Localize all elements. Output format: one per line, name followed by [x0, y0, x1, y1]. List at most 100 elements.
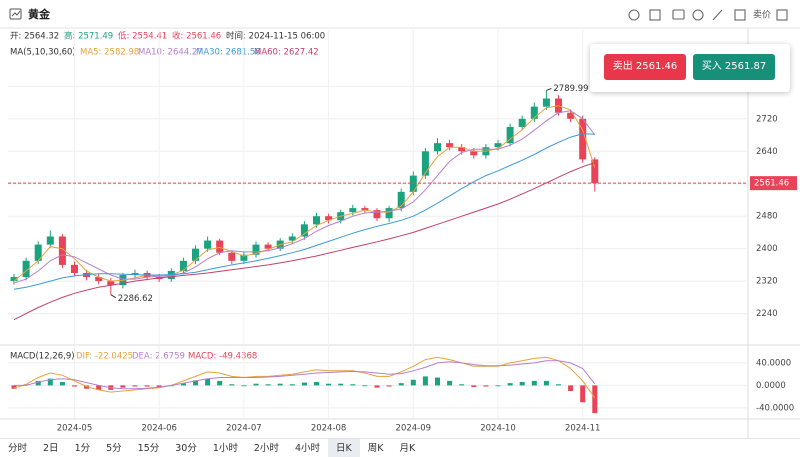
ma-legend: MA60: 2627.42: [254, 48, 319, 58]
candle-body: [385, 208, 393, 219]
candle: [542, 90, 550, 110]
period-tab[interactable]: 分时: [8, 443, 28, 454]
period-tab[interactable]: 15分: [137, 443, 160, 454]
ma-line: [13, 162, 595, 321]
period-tab[interactable]: 1小时: [212, 443, 238, 454]
candle-body: [349, 208, 357, 213]
macd-bar: [483, 385, 489, 387]
ma-title: MA(5,10,30,60): [10, 48, 76, 58]
candle: [71, 261, 78, 277]
macd-bar: [507, 383, 513, 386]
macd-legend: MACD: -49.4368: [188, 352, 257, 362]
candle-body: [95, 277, 103, 282]
chart-icon[interactable]: [9, 8, 22, 20]
macd-bar: [241, 385, 247, 387]
toolbar-icons: [628, 9, 788, 21]
ma-legend: MA5: 2582.98: [80, 48, 139, 58]
macd-bar: [350, 384, 356, 386]
refresh-icon[interactable]: [628, 9, 640, 21]
macd-bar: [229, 384, 235, 386]
high-annotation: 2789.99: [553, 84, 588, 94]
macd-bar: [459, 384, 465, 386]
macd-title: MACD(12,26,9): [10, 352, 75, 362]
price-toggle[interactable]: 卖价: [753, 10, 771, 21]
period-tab[interactable]: 日K: [327, 439, 360, 457]
candle-body: [325, 216, 333, 221]
candle-body: [506, 126, 514, 144]
candle-body: [300, 224, 308, 237]
macd-bar: [156, 385, 162, 388]
candle: [252, 241, 260, 258]
candle: [361, 205, 369, 213]
info-time: 时间: 2024-11-15 06:00: [226, 31, 325, 42]
fullscreen-icon[interactable]: [776, 9, 788, 21]
x-tick-label: 2024-07: [226, 424, 262, 434]
period-tab[interactable]: 2小时: [253, 443, 279, 454]
macd-bar: [471, 385, 477, 388]
candle-body: [216, 240, 224, 253]
macd-bar: [193, 380, 198, 386]
period-tab[interactable]: 5分: [106, 443, 122, 454]
candle: [446, 139, 454, 151]
macd-bar: [338, 383, 344, 386]
x-tick-label: 2024-09: [396, 424, 432, 434]
info-high: 高: 2571.49: [64, 31, 113, 42]
buy-button[interactable]: 买入 2561.87: [693, 54, 775, 80]
candle: [506, 123, 514, 147]
indicator-icon[interactable]: [672, 9, 685, 20]
macd-bar: [314, 382, 319, 386]
settings-icon[interactable]: [734, 9, 746, 21]
pie-icon[interactable]: [692, 9, 704, 21]
period-tab[interactable]: 1分: [74, 443, 91, 454]
candle: [192, 245, 199, 265]
macd-bar: [277, 383, 283, 386]
macd-bar: [144, 385, 150, 387]
sell-button[interactable]: 卖出 2561.46: [604, 54, 686, 80]
percent-icon[interactable]: [712, 9, 723, 21]
macd-bar: [556, 384, 561, 386]
toolbar: [0, 0, 800, 28]
macd-legend: DEA: 2.6759: [132, 352, 185, 362]
candle: [373, 208, 381, 222]
macd-bar: [132, 385, 138, 387]
candle: [385, 205, 393, 222]
macd-bar: [59, 382, 65, 386]
macd-bar: [23, 384, 29, 386]
period-tab[interactable]: 4小时: [294, 443, 320, 454]
ma-legend: MA30: 2681.58: [196, 48, 261, 58]
ma-line: [13, 133, 595, 290]
x-tick-label: 2024-10: [480, 424, 516, 434]
macd-bar: [205, 378, 211, 386]
period-tabs: 分时 2日 1分 5分 15分 30分 1小时 2小时 4小时 日K 周K 月K: [0, 438, 800, 457]
candle: [325, 213, 333, 224]
period-tab[interactable]: 2日: [43, 443, 59, 454]
candle-body: [397, 191, 405, 209]
candle-body: [240, 254, 248, 261]
candle-body: [421, 151, 429, 176]
candle-body: [579, 118, 587, 160]
candle: [58, 234, 66, 269]
y-tick-label: 2480: [756, 212, 778, 222]
macd-bar: [447, 380, 453, 386]
candle-body: [446, 143, 454, 148]
macd-bar: [543, 380, 549, 386]
draw-icon[interactable]: [649, 9, 661, 21]
candle-body: [373, 210, 381, 219]
macd-bar: [289, 384, 295, 386]
candle-body: [10, 277, 18, 282]
candle: [46, 230, 54, 248]
candle-body: [131, 273, 139, 276]
macd-bar: [47, 378, 53, 386]
candle-body: [179, 260, 187, 271]
candle: [567, 109, 575, 123]
period-tab[interactable]: 30分: [175, 443, 197, 454]
macd-bar: [386, 385, 392, 387]
x-tick-label: 2024-05: [57, 424, 93, 434]
period-tab[interactable]: 周K: [367, 443, 384, 454]
candle: [591, 157, 599, 192]
macd-bar: [435, 377, 440, 386]
macd-bar: [326, 383, 332, 386]
candle-body: [409, 175, 417, 192]
candle-body: [361, 208, 369, 211]
period-tab[interactable]: 月K: [399, 443, 416, 454]
